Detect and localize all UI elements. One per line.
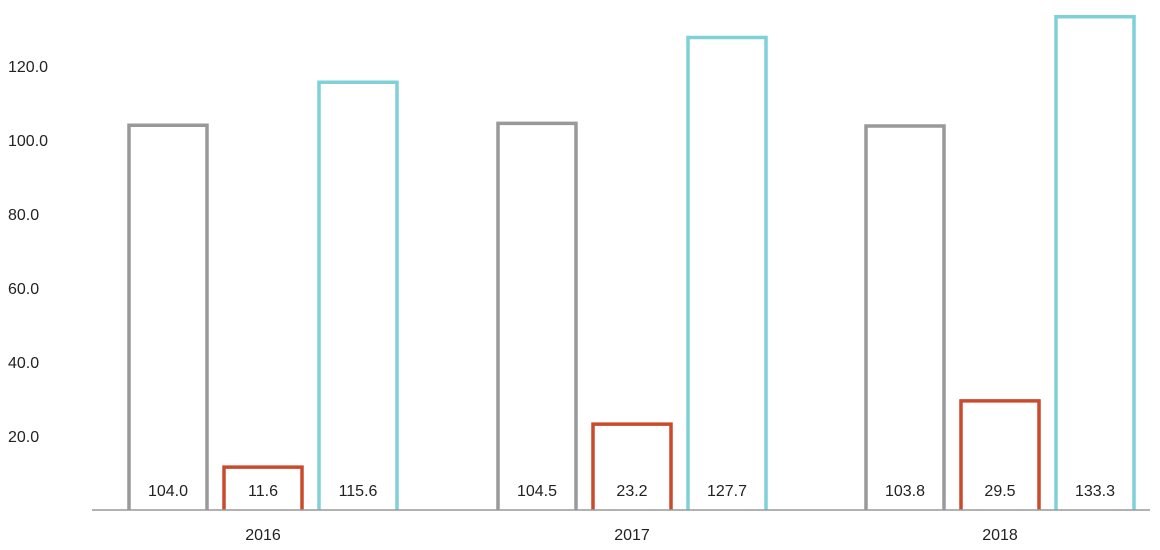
bar — [686, 35, 768, 510]
bar-value-label: 29.5 — [984, 483, 1015, 500]
y-tick-label: 120.0 — [8, 59, 48, 76]
y-tick-label: 100.0 — [8, 133, 48, 150]
bar-value-label: 23.2 — [616, 483, 647, 500]
bar-value-label: 115.6 — [339, 483, 378, 500]
y-tick-label: 20.0 — [8, 429, 39, 446]
y-tick-label: 60.0 — [8, 281, 39, 298]
bar — [591, 422, 673, 510]
x-category-label: 2018 — [982, 527, 1018, 544]
bar-value-label: 104.5 — [517, 483, 557, 500]
y-tick-label: 40.0 — [8, 355, 39, 372]
bar-value-label: 11.6 — [248, 483, 278, 500]
bars: 104.0 11.6 115.6 104.5 23.2 127.7 103.8 29.5 133… — [127, 15, 1136, 510]
bar — [127, 123, 209, 510]
bar — [317, 80, 399, 510]
bar — [1054, 15, 1136, 510]
x-axis-labels: 2016 2017 2018 — [245, 527, 1018, 544]
y-tick-label: 80.0 — [8, 207, 39, 224]
bar — [222, 465, 304, 510]
bar-value-label: 127.7 — [707, 483, 747, 500]
bar-value-label: 104.0 — [148, 483, 188, 500]
y-axis-ticks: 20.0 40.0 60.0 80.0 100.0 120.0 — [8, 59, 48, 446]
bar — [864, 124, 946, 510]
bar-value-label: 103.8 — [885, 483, 925, 500]
bar — [496, 121, 578, 510]
x-category-label: 2016 — [245, 527, 281, 544]
bar-value-label: 133.3 — [1075, 483, 1115, 500]
x-category-label: 2017 — [614, 527, 650, 544]
bar — [959, 399, 1041, 510]
